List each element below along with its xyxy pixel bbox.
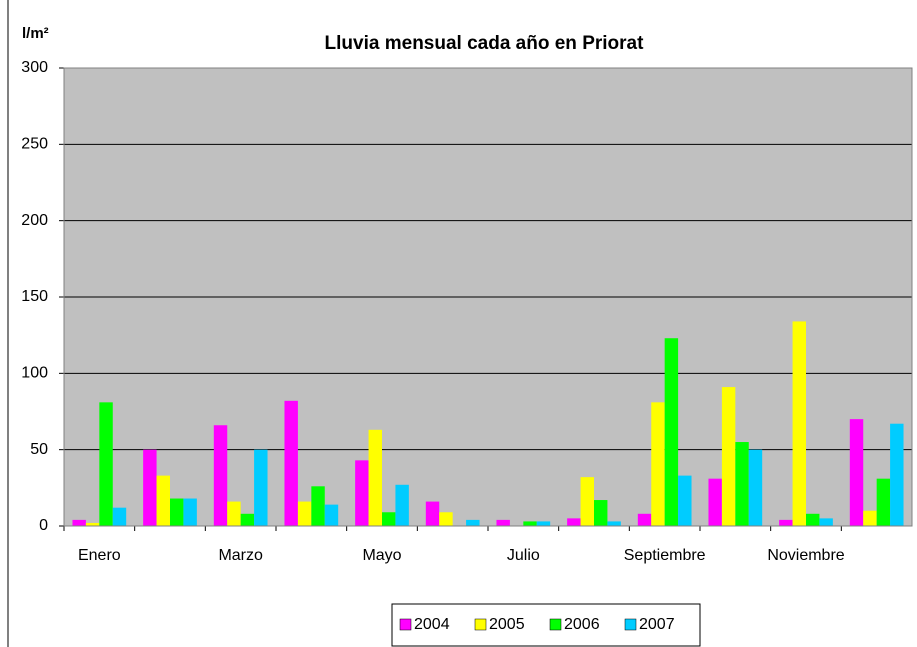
bar	[567, 518, 581, 526]
legend	[391, 603, 701, 647]
bar	[849, 419, 864, 526]
bar	[580, 477, 594, 526]
bar	[254, 449, 268, 526]
bar	[594, 500, 608, 526]
bar	[637, 513, 652, 526]
x-tick-label: Septiembre	[624, 547, 706, 564]
bar	[170, 498, 184, 526]
y-tick-label: 300	[21, 59, 48, 76]
x-tick-label: Julio	[507, 547, 540, 564]
x-tick-label: Mayo	[362, 547, 401, 564]
bar	[395, 484, 409, 526]
legend-swatch	[474, 618, 487, 631]
bar	[678, 475, 692, 526]
legend-label: 2004	[414, 616, 450, 633]
bar	[355, 460, 369, 526]
x-tick-label: Noviembre	[767, 547, 844, 564]
legend-label: 2005	[489, 616, 525, 633]
bar	[143, 449, 157, 526]
legend-swatch	[399, 618, 412, 631]
bar	[85, 522, 100, 526]
x-tick-label: Marzo	[218, 547, 263, 564]
bar	[607, 521, 621, 526]
bar	[748, 449, 763, 526]
bar	[496, 519, 510, 526]
bar	[664, 338, 679, 526]
bar	[466, 519, 480, 526]
bar	[439, 512, 453, 526]
x-tick-label: Enero	[78, 547, 121, 564]
bar	[213, 425, 228, 526]
y-tick-label: 200	[21, 212, 48, 229]
bar	[382, 512, 396, 526]
legend-label: 2007	[639, 616, 675, 633]
bar	[311, 486, 325, 526]
y-axis-label: l/m²	[22, 25, 49, 42]
bar	[651, 402, 665, 526]
bar	[368, 429, 382, 526]
bar	[890, 423, 904, 526]
bar	[523, 521, 537, 526]
bar	[324, 504, 339, 526]
plot-border	[63, 67, 913, 527]
bar	[240, 513, 255, 526]
y-tick-label: 100	[21, 365, 48, 382]
bar	[183, 498, 197, 526]
bar	[735, 442, 749, 526]
bar	[284, 400, 298, 526]
bar	[876, 478, 891, 526]
legend-swatch	[624, 618, 637, 631]
y-tick-label: 150	[21, 288, 48, 305]
legend-swatch	[549, 618, 562, 631]
bar	[99, 402, 113, 526]
y-tick-label: 50	[30, 441, 48, 458]
bar	[227, 501, 241, 526]
bar	[112, 507, 127, 526]
bar	[708, 478, 722, 526]
bar	[536, 521, 551, 526]
bar	[156, 475, 170, 526]
bar	[819, 518, 833, 526]
bar	[792, 321, 806, 526]
y-tick-label: 250	[21, 136, 48, 153]
bar	[72, 519, 86, 526]
y-tick-label: 0	[39, 517, 48, 534]
legend-label: 2006	[564, 616, 600, 633]
bar	[806, 513, 820, 526]
bar	[721, 387, 736, 526]
bar	[863, 510, 877, 526]
bar	[779, 519, 793, 526]
bar	[297, 501, 312, 526]
chart-title: Lluvia mensual cada año en Priorat	[325, 33, 645, 54]
bar	[425, 501, 440, 526]
